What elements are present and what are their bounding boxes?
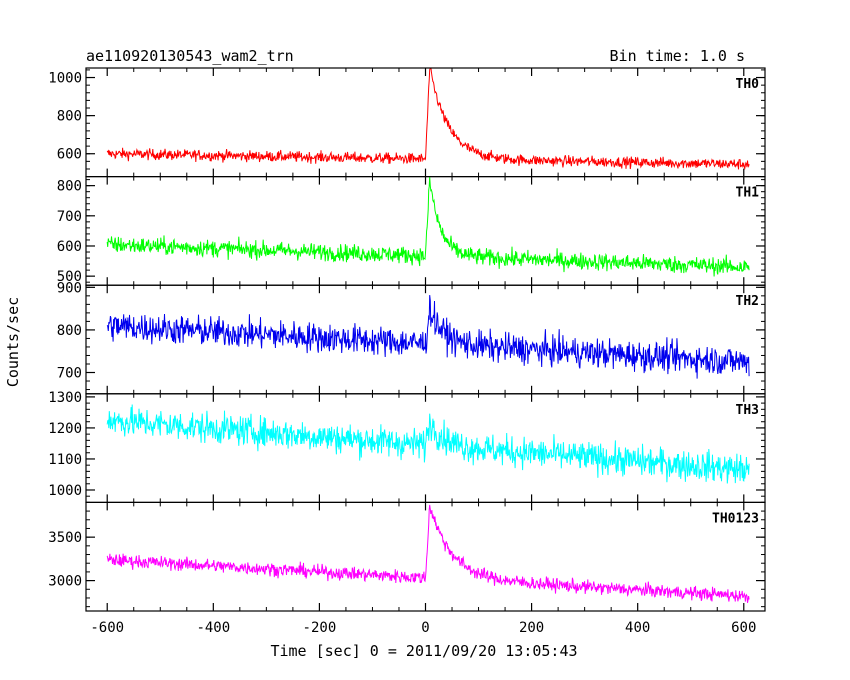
panel-th0: 600 800 1000 TH0 [48, 67, 766, 178]
x-tick-label: 400 [625, 620, 650, 636]
x-tick-label: -600 [90, 620, 124, 636]
y-axis-label: Counts/sec [4, 297, 22, 387]
panels-group: 600 800 1000 TH0 500 600 700 800 TH1 700 800 900 TH2… [48, 67, 766, 612]
y-tick-label: 700 [57, 209, 82, 225]
x-axis-label: Time [sec] 0 = 2011/09/20 13:05:43 [270, 642, 577, 660]
panel-th0123: 3000 3500 TH0123 [48, 501, 766, 612]
panel-th1: 500 600 700 800 TH1 [57, 176, 766, 286]
panel-name-label: TH0 [736, 77, 760, 92]
chart-title: ae110920130543_wam2_trn [86, 47, 294, 65]
y-tick-label: 1100 [48, 452, 82, 468]
x-tick-label: 600 [731, 620, 756, 636]
x-tick-label: 0 [421, 620, 429, 636]
panel-th3: 1000 1100 1200 1300 TH3 [48, 390, 766, 503]
y-tick-label: 1200 [48, 421, 82, 437]
y-tick-label: 800 [57, 323, 82, 339]
y-tick-label: 1000 [48, 483, 82, 499]
panel-name-label: TH0123 [712, 511, 759, 526]
series-line-th0123 [106, 504, 750, 603]
y-tick-label: 700 [57, 366, 82, 382]
y-tick-label: 1000 [48, 71, 82, 87]
x-tick-label: 200 [519, 620, 544, 636]
panel-frame [85, 176, 766, 286]
y-tick-label: 800 [57, 179, 82, 195]
panel-th2: 700 800 900 TH2 [57, 280, 766, 395]
panel-name-label: TH1 [736, 186, 760, 201]
y-tick-label: 500 [57, 269, 82, 285]
x-tick-label: -200 [303, 620, 337, 636]
series-line-th3 [106, 404, 750, 484]
y-tick-label: 600 [57, 147, 82, 163]
chart-subtitle: Bin time: 1.0 s [610, 47, 745, 65]
series-line-th2 [106, 295, 750, 379]
y-tick-label: 800 [57, 109, 82, 125]
x-tick-label: -400 [196, 620, 230, 636]
series-line-th0 [106, 68, 750, 171]
series-line-th1 [106, 176, 750, 277]
y-tick-label: 3500 [48, 530, 82, 546]
y-tick-label: 3000 [48, 574, 82, 590]
y-tick-label: 900 [57, 280, 82, 296]
panel-name-label: TH2 [736, 294, 759, 309]
y-tick-label: 600 [57, 239, 82, 255]
panel-name-label: TH3 [736, 403, 759, 418]
y-tick-label: 1300 [48, 390, 82, 406]
x-axis: -600 -400 -200 0 200 400 600 [90, 620, 756, 636]
panel-frame [85, 501, 766, 612]
